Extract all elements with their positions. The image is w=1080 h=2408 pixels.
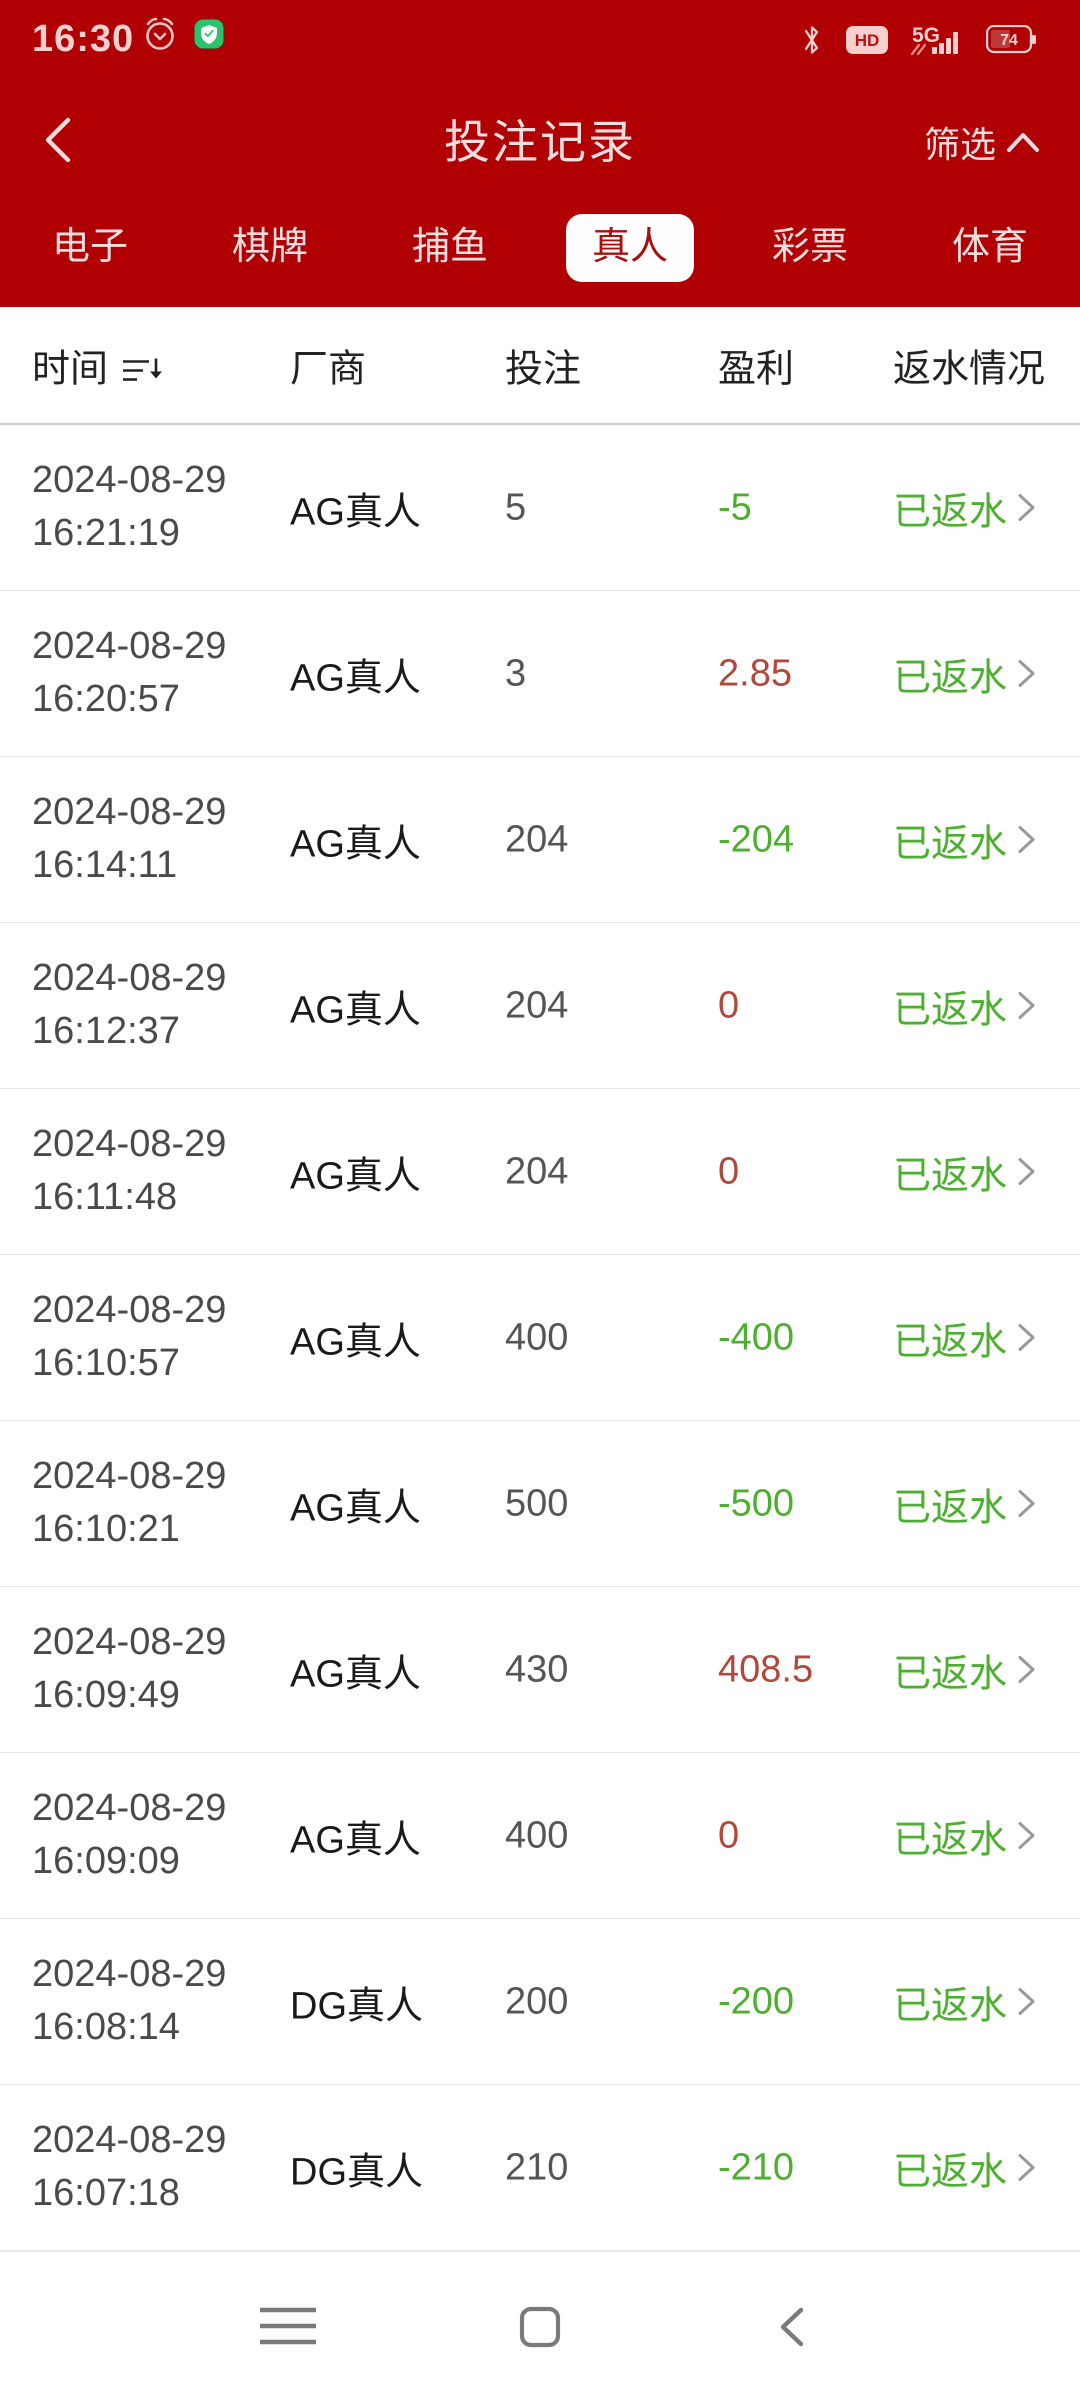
svg-text:HD: HD (855, 31, 880, 50)
svg-text:74: 74 (1000, 32, 1018, 49)
svg-text:5G: 5G (912, 24, 940, 47)
